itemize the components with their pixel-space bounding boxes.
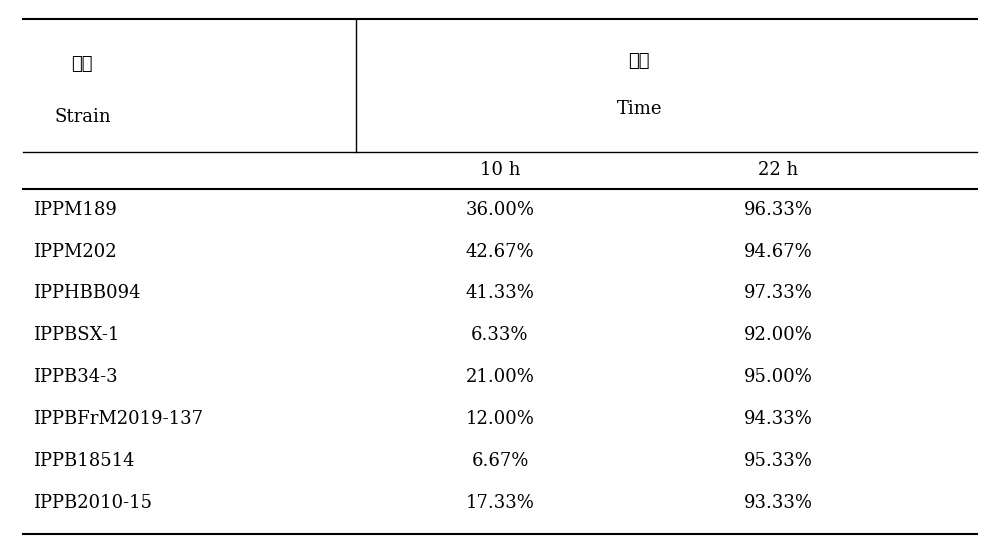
Text: 菌株: 菌株 — [72, 55, 93, 73]
Text: Strain: Strain — [54, 108, 111, 126]
Text: 22 h: 22 h — [758, 161, 799, 179]
Text: 42.67%: 42.67% — [466, 243, 534, 260]
Text: 97.33%: 97.33% — [744, 285, 813, 302]
Text: 94.67%: 94.67% — [744, 243, 813, 260]
Text: IPPB18514: IPPB18514 — [33, 452, 134, 470]
Text: IPPB34-3: IPPB34-3 — [33, 368, 117, 386]
Text: 21.00%: 21.00% — [466, 368, 534, 386]
Text: 36.00%: 36.00% — [466, 201, 534, 219]
Text: 6.67%: 6.67% — [471, 452, 529, 470]
Text: IPPM189: IPPM189 — [33, 201, 116, 219]
Text: 93.33%: 93.33% — [744, 494, 813, 512]
Text: IPPBSX-1: IPPBSX-1 — [33, 326, 119, 344]
Text: 12.00%: 12.00% — [466, 410, 534, 428]
Text: Time: Time — [616, 100, 662, 118]
Text: 94.33%: 94.33% — [744, 410, 813, 428]
Text: 95.33%: 95.33% — [744, 452, 813, 470]
Text: IPPB2010-15: IPPB2010-15 — [33, 494, 152, 512]
Text: 92.00%: 92.00% — [744, 326, 813, 344]
Text: IPPM202: IPPM202 — [33, 243, 116, 260]
Text: IPPBFrM2019-137: IPPBFrM2019-137 — [33, 410, 203, 428]
Text: 6.33%: 6.33% — [471, 326, 529, 344]
Text: 96.33%: 96.33% — [744, 201, 813, 219]
Text: 95.00%: 95.00% — [744, 368, 813, 386]
Text: 10 h: 10 h — [480, 161, 520, 179]
Text: IPPHBB094: IPPHBB094 — [33, 285, 140, 302]
Text: 17.33%: 17.33% — [466, 494, 534, 512]
Text: 时间: 时间 — [628, 52, 650, 70]
Text: 41.33%: 41.33% — [466, 285, 534, 302]
